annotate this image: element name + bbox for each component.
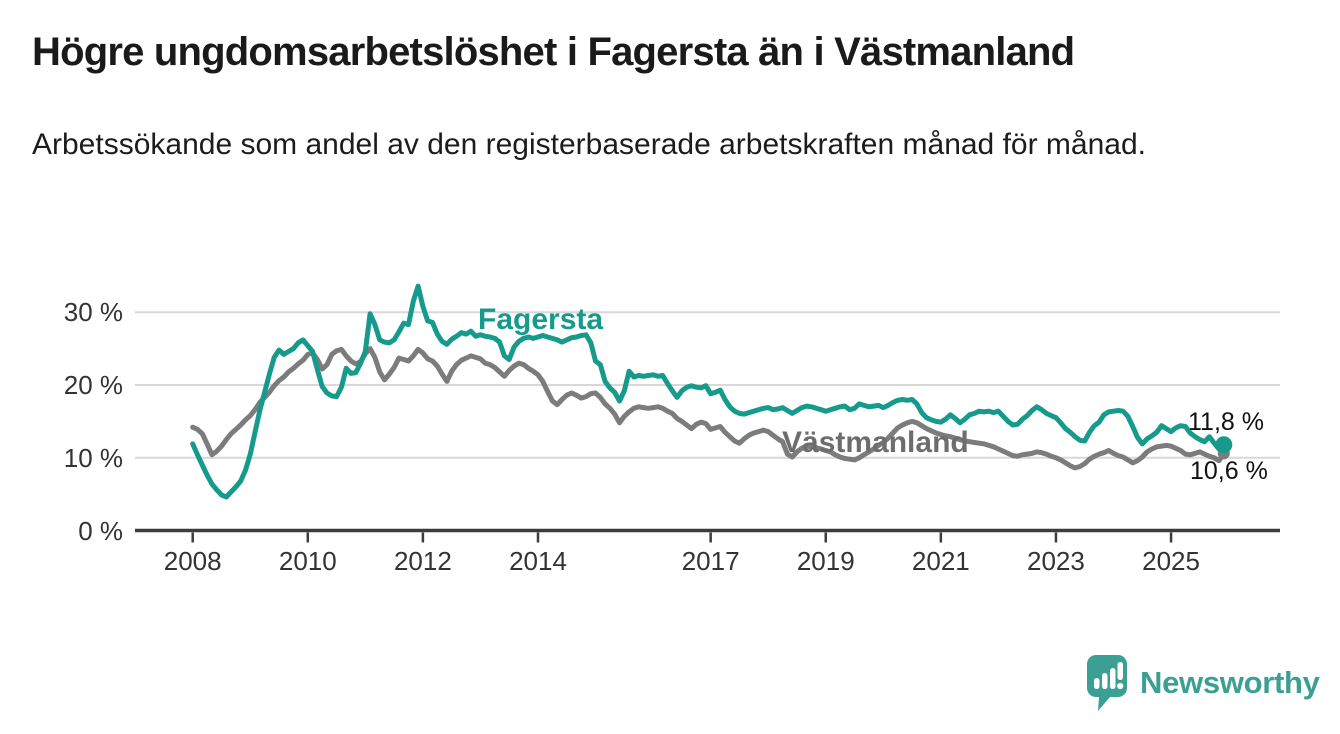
x-tick-label: 2025	[1142, 546, 1200, 576]
end-value-label-vastmanland: 10,6 %	[1190, 457, 1268, 485]
end-dot-fagersta	[1215, 436, 1233, 454]
series-label-vastmanland: Västmanland	[782, 426, 969, 459]
y-tick-label: 20 %	[63, 370, 123, 400]
page-title: Högre ungdomsarbetslöshet i Fagersta än …	[32, 30, 1075, 74]
x-tick-label: 2014	[509, 546, 567, 576]
x-tick-label: 2019	[796, 546, 855, 576]
series-label-fagersta: Fagersta	[478, 303, 604, 336]
series-line-fagersta	[190, 283, 1227, 500]
newsworthy-brand-text: Newsworthy	[1140, 665, 1320, 700]
y-tick-label: 10 %	[63, 442, 123, 473]
x-tick-label: 2017	[681, 546, 740, 576]
x-tick-label: 2008	[163, 546, 222, 576]
y-tick-label: 0 %	[78, 515, 123, 546]
y-tick-label: 30 %	[63, 297, 123, 328]
x-tick-label: 2012	[393, 546, 452, 576]
newsworthy-brand-link[interactable]: Newsworthy	[1086, 654, 1320, 712]
end-value-label-fagersta: 11,8 %	[1188, 408, 1264, 436]
chart-subtitle: Arbetssökande som andel av den registerb…	[32, 128, 1146, 161]
x-tick-label: 2021	[911, 546, 970, 576]
x-tick-label: 2010	[278, 546, 337, 576]
newsworthy-logo-icon	[1087, 655, 1127, 711]
x-tick-label: 2023	[1027, 546, 1085, 576]
